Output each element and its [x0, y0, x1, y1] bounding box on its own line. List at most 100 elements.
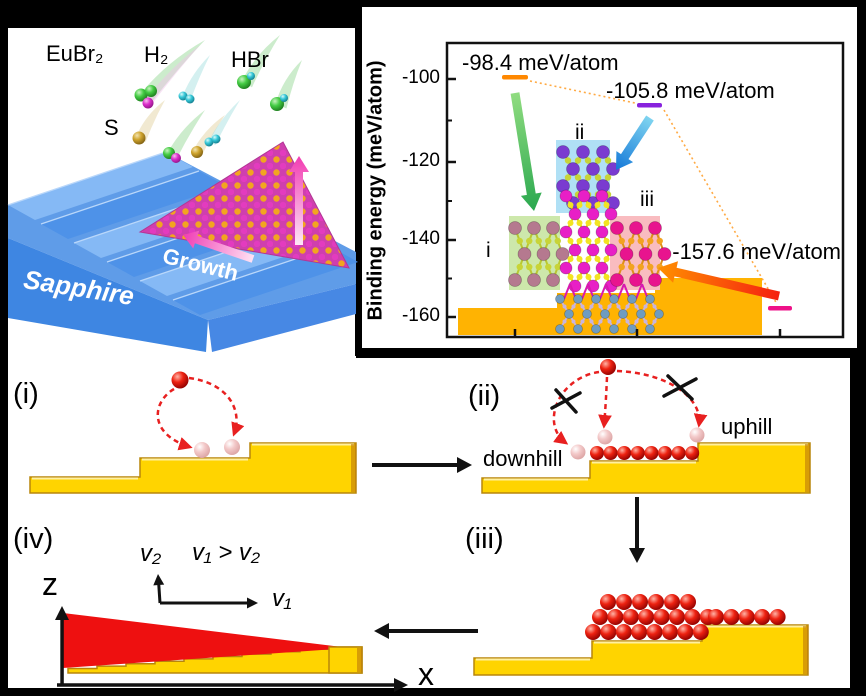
panel-label-iv: (iv): [13, 523, 54, 555]
island-atom: [680, 594, 696, 610]
adatom-ghost: [597, 429, 613, 445]
adatom-red: [600, 359, 616, 375]
adatom-red: [671, 446, 686, 460]
adatom-ghost: [194, 442, 210, 458]
island-atom: [600, 624, 617, 640]
vertical-growth-arrow: [289, 156, 309, 245]
island-atom: [669, 609, 685, 625]
island-atom: [653, 609, 670, 625]
island-atom: [648, 594, 664, 610]
landing-path-arrow: [156, 387, 193, 451]
island-atom: [769, 609, 786, 625]
island-atom: [607, 609, 624, 625]
adatom-ghost: [224, 439, 240, 455]
adatom-ghost: [689, 427, 705, 443]
mechanism-panels: [29, 359, 811, 692]
annotation-energy-ii: -105.8 meV/atom: [606, 78, 775, 103]
island-atom: [677, 624, 694, 640]
comet-trail: [147, 45, 200, 103]
h2-label: H₂: [144, 42, 169, 67]
structure-label-ii: ii: [575, 121, 585, 144]
transition-arrow-i-ii: [372, 457, 472, 473]
chart-axes-box: [445, 41, 845, 339]
comet-trail: [136, 100, 165, 142]
downhill-path-arrow: [552, 370, 600, 445]
island-atom: [615, 624, 632, 640]
sapphire-front-face: [8, 238, 208, 352]
island-atom: [662, 624, 678, 640]
level-marker-i: [502, 75, 528, 80]
v2-label: v₂: [140, 540, 162, 567]
h-atom: [185, 94, 195, 104]
chart-y-axis-title: Binding energy (meV/atom): [364, 60, 387, 321]
annotation-energy-iii: -157.6 meV/atom: [672, 239, 841, 264]
island-atom: [592, 609, 608, 625]
x-axis-arrow: [57, 678, 408, 692]
island-atom: [646, 624, 663, 640]
x-axis-label: x: [418, 656, 434, 692]
hbr-label: HBr: [231, 47, 269, 72]
downhill-label: downhill: [483, 446, 563, 471]
comet-trail: [141, 40, 205, 103]
comet-trail: [208, 100, 240, 146]
island-atom: [616, 594, 632, 610]
panel-label-ii: (ii): [468, 380, 501, 412]
lattice-structure-center: [559, 189, 618, 293]
br-atom: [270, 97, 284, 111]
eu-atom: [142, 97, 154, 109]
island-atom: [638, 609, 655, 625]
island-atom: [692, 624, 709, 640]
adatom-red: [603, 446, 618, 460]
island-atom: [622, 609, 639, 625]
adatom-red: [630, 446, 645, 460]
island-atom: [585, 624, 601, 640]
comet-trail: [167, 110, 205, 160]
island-atom: [664, 594, 680, 610]
adatom-red: [617, 446, 632, 460]
eu-atom: [171, 153, 181, 163]
adatom-red: [658, 446, 672, 460]
y-tick-label-120: -120: [401, 150, 440, 171]
adatom-red: [685, 446, 700, 460]
blue-pointer-arrow: [616, 115, 654, 170]
h-atom: [204, 137, 214, 147]
adatom-ghost: [570, 444, 586, 460]
y-tick-label-140: -140: [401, 228, 440, 249]
br-atom: [145, 85, 157, 97]
terrace-block-iv: [328, 646, 363, 674]
adatom-red: [171, 371, 189, 389]
transition-arrow-ii-iii: [629, 497, 645, 563]
structure-label-i: i: [486, 239, 491, 262]
sapphire-illustration: [7, 35, 358, 352]
island-atom: [708, 609, 724, 625]
eubr2-label: EuBr₂: [46, 41, 104, 66]
coverage-wedge-triangle: [63, 613, 350, 668]
adatom-red: [644, 446, 659, 460]
h-atom: [280, 94, 288, 102]
green-pointer-arrow: [510, 92, 542, 211]
orange-pointer-arrow: [658, 261, 780, 301]
s-label: S: [104, 115, 119, 140]
annotation-energy-i: -98.4 meV/atom: [462, 50, 619, 75]
lattice-structure-i: [508, 221, 570, 287]
uphill-label: uphill: [721, 414, 773, 439]
growth-direction-arrow: [183, 230, 255, 263]
h-atom: [178, 91, 188, 101]
island-atom: [723, 609, 740, 625]
forbidden-x-marks: [550, 374, 698, 414]
island-atom: [754, 609, 771, 625]
z-axis-arrow: [55, 606, 69, 686]
direct-path-arrow: [598, 376, 612, 429]
structure-label-iii: iii: [640, 188, 654, 211]
lattice-substrate: [555, 294, 664, 334]
island-atom: [632, 594, 648, 610]
level-marker-ii: [637, 103, 662, 108]
s-atom: [132, 131, 146, 145]
level-marker-iii: [768, 306, 792, 311]
comet-trail: [193, 115, 225, 155]
h-atom: [247, 72, 255, 80]
br-atom: [134, 88, 148, 102]
landing-path-arrow: [188, 376, 245, 437]
